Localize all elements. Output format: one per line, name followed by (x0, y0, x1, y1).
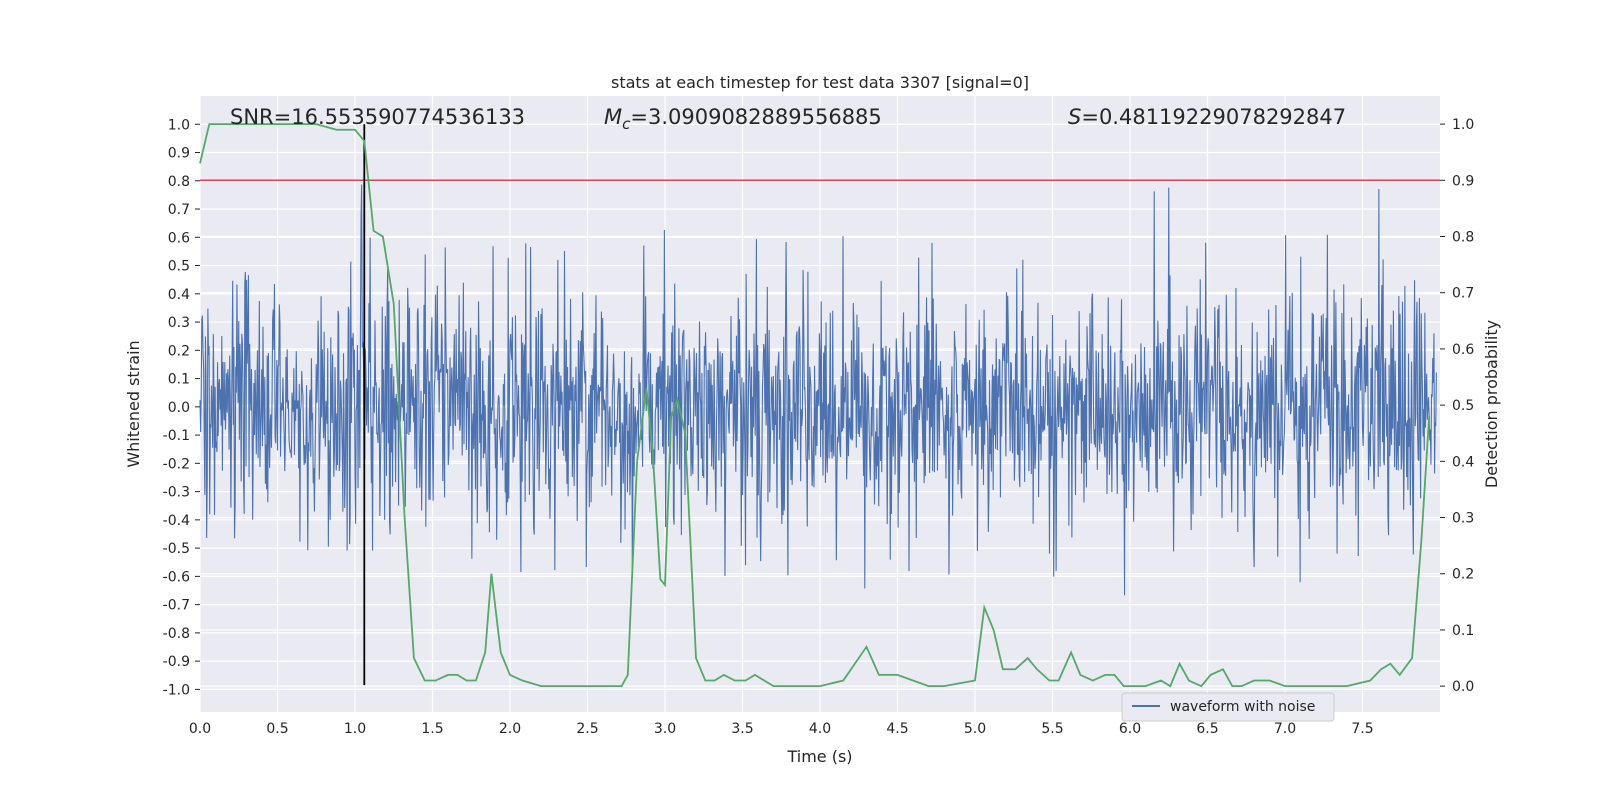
chirp-mass-symbol: M (604, 105, 622, 129)
x-tick-label: 4.0 (809, 721, 831, 737)
y-tick-label: -1.0 (163, 682, 190, 698)
y2-tick-label: 0.8 (1452, 230, 1474, 246)
chirp-mass-value: =3.0909082889556885 (630, 105, 881, 129)
y-tick-label: -0.1 (163, 428, 190, 444)
y-tick-label: 0.8 (168, 174, 190, 190)
y-tick-label: -0.7 (163, 598, 190, 614)
y-tick-label: -0.4 (163, 513, 190, 529)
y2-tick-label: 0.5 (1452, 398, 1474, 414)
x-tick-label: 0.0 (189, 721, 211, 737)
x-axis-label: Time (s) (786, 747, 852, 766)
y-tick-label: 0.2 (168, 343, 190, 359)
x-tick-label: 7.0 (1274, 721, 1296, 737)
x-tick-label: 3.0 (654, 721, 676, 737)
y-tick-label: 0.0 (168, 400, 190, 416)
probability-series (199, 123, 1431, 688)
x-tick-label: 3.5 (731, 721, 753, 737)
x-tick-label: 6.5 (1196, 721, 1218, 737)
waveform-series (199, 184, 1437, 596)
waveform-line (199, 184, 1437, 596)
x-tick-label: 5.0 (964, 721, 986, 737)
x-tick-labels: 0.0 0.5 1.0 1.5 2.0 2.5 3.0 3.5 4.0 4.5 5.0 5.5 6.0 6… (189, 721, 1374, 737)
y2-tick-label: 0.9 (1452, 173, 1474, 189)
y-tick-label: -0.5 (163, 541, 190, 557)
y-tick-label: 0.3 (168, 315, 190, 331)
y-tick-label: 0.1 (168, 372, 190, 388)
x-tick-label: 5.5 (1041, 721, 1063, 737)
legend-entry-waveform: waveform with noise (1170, 699, 1315, 715)
chart-title: stats at each timestep for test data 330… (611, 73, 1029, 92)
x-tick-label: 2.0 (499, 721, 521, 737)
legend-box (1121, 692, 1335, 722)
x-tick-label: 7.5 (1351, 721, 1373, 737)
s-symbol: S (1068, 105, 1081, 129)
x-tick-label: 0.5 (266, 721, 288, 737)
x-tick-label: 1.5 (421, 721, 443, 737)
legend: waveform with noise (1121, 692, 1335, 722)
y2-axis-label: Detection probability (1482, 320, 1501, 488)
y2-tick-label: 0.1 (1452, 623, 1474, 639)
y-tick-label: 0.5 (168, 259, 190, 275)
y-tick-label: 1.0 (168, 117, 190, 133)
y-tick-labels: 1.0 0.9 0.8 0.7 0.6 0.5 0.4 0.3 0.2 0.1 0.0 -0.1 -0.… (163, 117, 200, 698)
y-tick-label: 0.4 (168, 287, 190, 303)
s-annotation: S=0.48119229078292847 (1068, 105, 1346, 129)
y2-tick-label: 0.3 (1452, 511, 1474, 527)
x-tick-label: 6.0 (1119, 721, 1141, 737)
y2-tick-label: 0.0 (1452, 679, 1474, 695)
y-tick-label: -0.6 (163, 569, 190, 585)
y-tick-label: -0.2 (163, 456, 190, 472)
probability-line (199, 123, 1431, 688)
x-tick-label: 2.5 (576, 721, 598, 737)
y-tick-label: -0.3 (163, 485, 190, 501)
y-tick-label: -0.8 (163, 626, 190, 642)
chirp-mass-annotation: Mc=3.0909082889556885 (604, 105, 882, 133)
y2-tick-label: 0.2 (1452, 567, 1474, 583)
x-tick-label: 1.0 (344, 721, 366, 737)
y-tick-label: -0.9 (163, 654, 190, 670)
s-value: =0.48119229078292847 (1081, 105, 1346, 129)
y2-tick-label: 0.6 (1452, 342, 1474, 358)
y-tick-label: 0.6 (168, 230, 190, 246)
y2-tick-label: 1.0 (1452, 117, 1474, 133)
y2-tick-label: 0.4 (1452, 454, 1474, 470)
y2-tick-label: 0.7 (1452, 286, 1474, 302)
x-tick-label: 4.5 (886, 721, 908, 737)
snr-annotation: SNR=16.553590774536133 (230, 105, 525, 129)
chirp-mass-subscript: c (622, 115, 631, 133)
y2-tick-labels: 1.0 0.9 0.8 0.7 0.6 0.5 0.4 0.3 0.2 0.1 0.0 (1440, 117, 1474, 695)
y-tick-label: 0.7 (168, 202, 190, 218)
y-tick-label: 0.9 (168, 146, 190, 162)
y-axis-label: Whitened strain (124, 340, 143, 467)
